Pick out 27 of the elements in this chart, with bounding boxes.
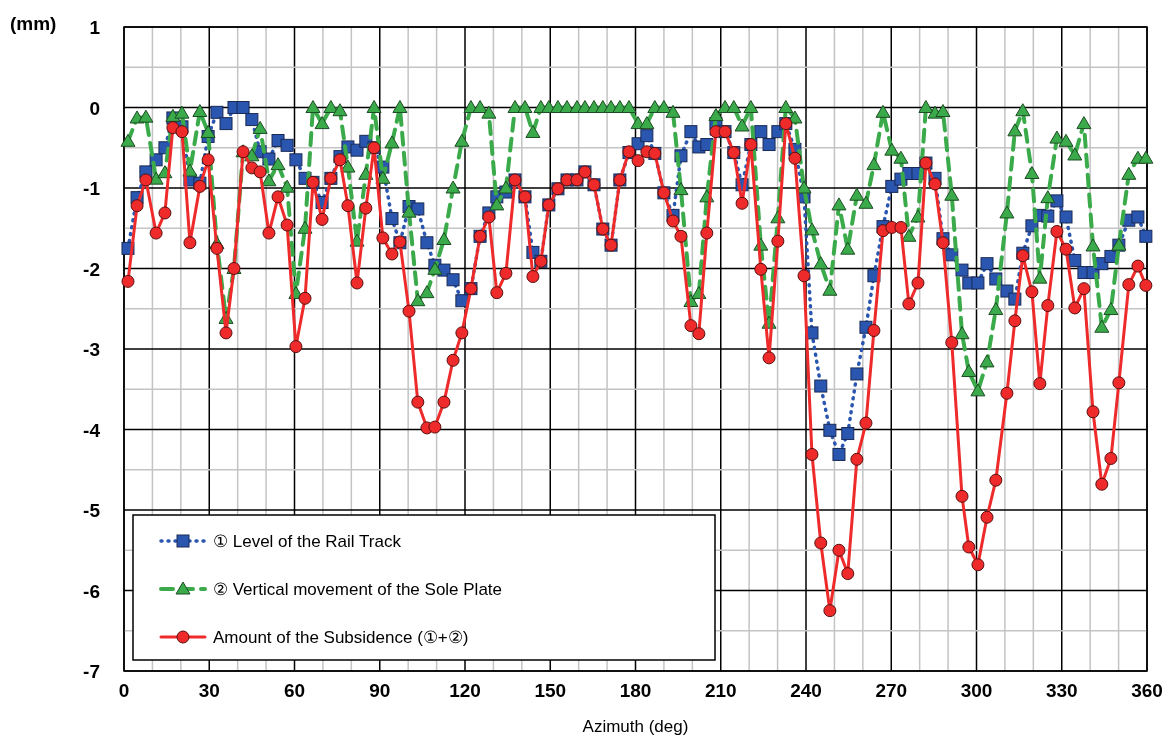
y-tick-label: -2	[83, 258, 100, 280]
y-tick-label: -5	[83, 500, 101, 521]
x-tick-label: 240	[790, 680, 822, 701]
x-tick-label: 330	[1045, 680, 1078, 701]
y-tick-label: -7	[83, 661, 100, 682]
x-tick-label: 30	[198, 680, 220, 701]
y-tick-label: -1	[83, 178, 101, 199]
y-tick-label: -3	[83, 339, 100, 360]
y-tick-label: 0	[89, 97, 100, 119]
legend-label: Amount of the Subsidence (①+②)	[213, 628, 469, 647]
x-tick-label: 270	[875, 680, 908, 701]
y-axis-title: (mm)	[10, 13, 57, 34]
legend-label: ② Vertical movement of the Sole Plate	[213, 580, 503, 599]
x-tick-label: 90	[369, 680, 391, 701]
x-axis-title: Azimuth (deg)	[582, 717, 689, 736]
x-tick-label: 360	[1131, 680, 1163, 701]
x-tick-label: 210	[704, 680, 737, 701]
x-tick-label: 120	[449, 680, 481, 701]
x-tick-label: 300	[960, 680, 993, 701]
x-tick-label: 0	[118, 680, 130, 701]
y-tick-label: 1	[89, 17, 101, 38]
x-tick-label: 150	[534, 680, 567, 701]
y-tick-label: -4	[83, 419, 101, 441]
x-tick-label: 180	[619, 680, 652, 701]
y-tick-label: -6	[83, 580, 100, 602]
x-tick-label: 60	[283, 680, 306, 701]
legend-label: ① Level of the Rail Track	[213, 532, 402, 551]
